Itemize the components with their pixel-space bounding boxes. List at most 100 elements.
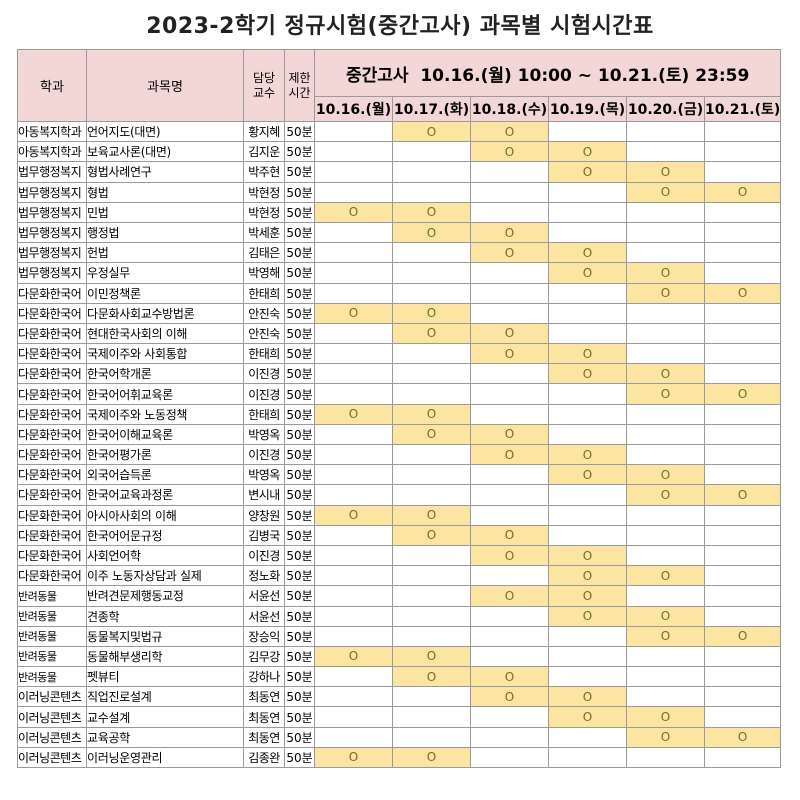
exam-day-marked-cell: O xyxy=(548,585,627,607)
exam-day-cell xyxy=(703,443,782,466)
exam-day-cell xyxy=(626,343,705,365)
course-cell: 언어지도(대면) xyxy=(86,120,244,143)
dept-cell: 법무행정복지 xyxy=(17,201,87,223)
exam-day-cell xyxy=(626,585,705,607)
exam-day-cell xyxy=(548,504,627,526)
course-cell: 외국어습득론 xyxy=(86,464,244,486)
exam-day-cell xyxy=(314,484,393,506)
professor-cell: 장승익 xyxy=(243,625,285,647)
table-row: 법무행정복지 민법 박현정 50분 O O xyxy=(17,201,782,223)
professor-cell: 한태희 xyxy=(243,282,285,304)
table-row: 다문화한국어 사회언어학 이진경 50분 O O xyxy=(17,544,782,567)
course-cell: 한국어교육과정론 xyxy=(86,484,244,506)
professor-cell: 정노화 xyxy=(243,565,285,587)
table-row: 법무행정복지 헌법 김태은 50분 O O xyxy=(17,242,782,264)
professor-cell: 이진경 xyxy=(243,544,285,567)
exam-day-cell xyxy=(392,383,471,405)
exam-day-marked-cell: O xyxy=(392,423,471,446)
exam-day-cell xyxy=(392,565,471,587)
table-row: 아동복지학과 언어지도(대면) 황지혜 50분 O O xyxy=(17,120,782,143)
time-limit-cell: 50분 xyxy=(284,443,315,466)
course-cell: 우정실무 xyxy=(86,262,244,284)
table-row: 반려동물 펫뷰티 강하나 50분 O O xyxy=(17,666,782,688)
time-limit-cell: 50분 xyxy=(284,645,315,668)
exam-day-cell xyxy=(314,363,393,385)
time-limit-cell: 50분 xyxy=(284,120,315,143)
day-header: 10.16.(월) xyxy=(314,96,393,122)
exam-day-marked-cell: O xyxy=(392,322,471,345)
exam-day-cell xyxy=(548,383,627,405)
exam-period-banner: 중간고사 10.16.(월) 10:00 ~ 10.21.(토) 23:59 xyxy=(313,49,782,97)
professor-cell: 최동연 xyxy=(243,686,285,708)
course-cell: 이러닝운영관리 xyxy=(86,746,244,769)
course-cell: 견종학 xyxy=(86,605,244,627)
exam-day-cell xyxy=(548,302,627,324)
dept-cell: 반려동물 xyxy=(17,605,87,627)
table-row: 다문화한국어 한국어학개론 이진경 50분 O O xyxy=(17,363,782,385)
exam-day-cell xyxy=(548,221,627,244)
time-limit-cell: 50분 xyxy=(284,282,315,304)
exam-day-cell xyxy=(314,605,393,627)
exam-day-cell xyxy=(626,645,705,668)
day-header: 10.19.(목) xyxy=(548,96,627,122)
exam-day-cell xyxy=(392,585,471,607)
time-limit-cell: 50분 xyxy=(284,221,315,244)
time-limit-cell: 50분 xyxy=(284,625,315,647)
table-row: 반려동물 반려견문제행동교정 서윤선 50분 O O xyxy=(17,585,782,607)
professor-cell: 박현정 xyxy=(243,201,285,223)
course-cell: 한국어학개론 xyxy=(86,363,244,385)
time-limit-cell: 50분 xyxy=(284,726,315,748)
table-row: 다문화한국어 다문화사회교수방법론 안진숙 50분 O O xyxy=(17,302,782,324)
exam-day-cell xyxy=(548,403,627,425)
time-limit-cell: 50분 xyxy=(284,201,315,223)
exam-day-marked-cell: O xyxy=(626,565,705,587)
exam-day-cell xyxy=(548,120,627,143)
header-professor: 담당 교수 xyxy=(243,49,285,122)
dept-cell: 법무행정복지 xyxy=(17,161,87,183)
exam-day-cell xyxy=(314,120,393,143)
day-header-row: 10.16.(월) 10.17.(화) 10.18.(수) 10.19.(목) 10.2… xyxy=(18,96,782,122)
exam-day-marked-cell: O xyxy=(548,363,627,385)
professor-cell: 한태희 xyxy=(243,403,285,425)
exam-day-cell xyxy=(703,302,782,324)
exam-day-cell xyxy=(392,706,471,728)
exam-day-cell xyxy=(548,181,627,203)
day-header: 10.20.(금) xyxy=(626,96,705,122)
exam-day-marked-cell: O xyxy=(314,201,393,223)
exam-day-cell xyxy=(392,464,471,486)
exam-day-cell xyxy=(314,565,393,587)
exam-day-marked-cell: O xyxy=(392,645,471,668)
header-dept: 학과 xyxy=(17,49,87,122)
exam-day-cell xyxy=(470,645,549,668)
exam-day-cell xyxy=(626,120,705,143)
table-row: 이러닝콘텐츠 직업진로설계 최동연 50분 O O xyxy=(17,686,782,708)
exam-day-marked-cell: O xyxy=(548,605,627,627)
dept-cell: 이러닝콘텐츠 xyxy=(17,746,87,769)
exam-day-cell xyxy=(703,504,782,526)
table-row: 다문화한국어 현대한국사회의 이해 안진숙 50분 O O xyxy=(17,322,782,345)
exam-day-marked-cell: O xyxy=(548,565,627,587)
exam-day-cell xyxy=(392,161,471,183)
exam-day-marked-cell: O xyxy=(626,464,705,486)
exam-day-marked-cell: O xyxy=(470,423,549,446)
exam-day-cell xyxy=(703,464,782,486)
dept-cell: 다문화한국어 xyxy=(17,464,87,486)
course-cell: 형법 xyxy=(86,181,244,203)
exam-day-marked-cell: O xyxy=(548,262,627,284)
header-professor-line2: 교수 xyxy=(252,85,276,100)
dept-cell: 다문화한국어 xyxy=(17,383,87,405)
exam-day-cell xyxy=(626,544,705,567)
exam-day-marked-cell: O xyxy=(392,666,471,688)
exam-day-marked-cell: O xyxy=(626,181,705,203)
exam-day-marked-cell: O xyxy=(626,706,705,728)
dept-cell: 법무행정복지 xyxy=(17,221,87,244)
exam-day-marked-cell: O xyxy=(470,585,549,607)
course-cell: 국제이주와 사회통합 xyxy=(86,343,244,365)
exam-day-cell xyxy=(626,423,705,446)
exam-day-cell xyxy=(626,201,705,223)
exam-day-marked-cell: O xyxy=(392,201,471,223)
exam-day-marked-cell: O xyxy=(470,343,549,365)
exam-day-cell xyxy=(626,443,705,466)
time-limit-cell: 50분 xyxy=(284,403,315,425)
professor-cell: 김무강 xyxy=(243,645,285,668)
